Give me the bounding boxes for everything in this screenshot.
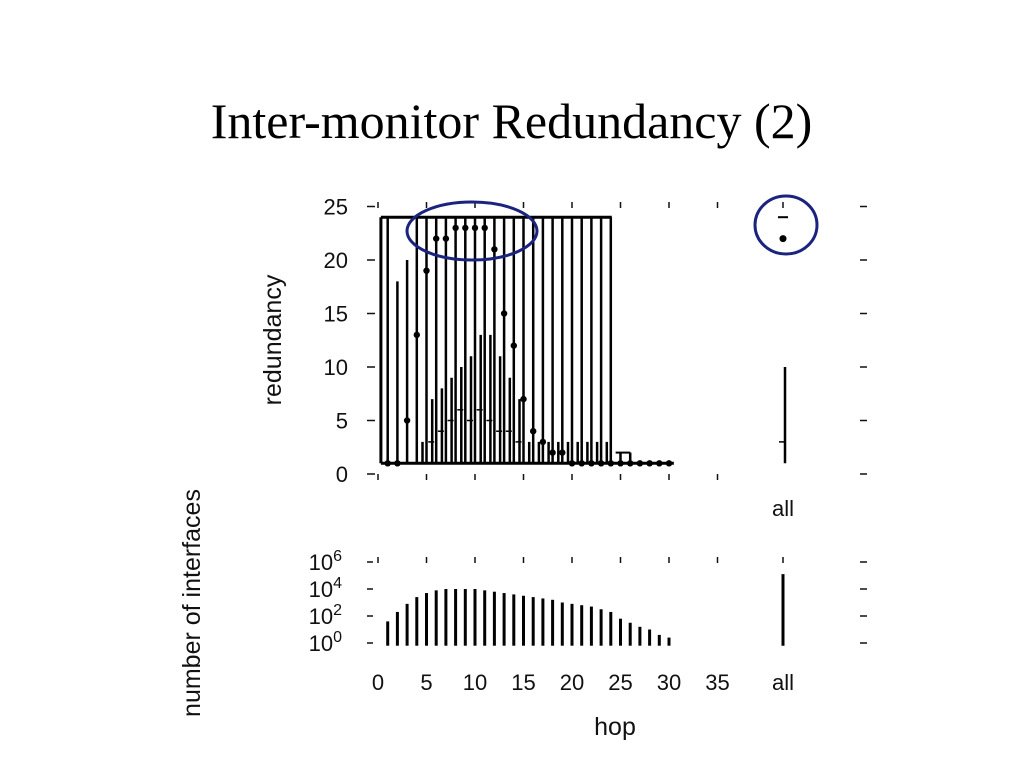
y-tick-exponent: 0 [333,629,342,646]
hop-median-dot-20 [568,460,576,467]
y-tick-label-10-4: 104 [309,575,342,602]
slide-title: Inter-monitor Redundancy (2) [210,93,813,149]
x-tick-label-5: 5 [420,670,432,695]
x-tick-label-20: 20 [560,670,584,695]
hop-median-dot-23 [597,460,605,467]
x-tick-label-15: 15 [511,670,535,695]
hop-median-dot-14 [510,342,517,349]
hop-median-dot-15 [520,395,527,403]
hop-median-dot-24 [607,460,614,467]
hop-median-dot-13 [500,310,508,317]
highlight-circle-peak [405,200,539,262]
y-tick-base: 10 [309,550,333,575]
top-x-tick-label-all: all [772,496,794,521]
y-tick-label-15: 15 [324,302,348,327]
hop-median-dot-19 [559,449,566,456]
x-tick-label-all: all [772,670,794,695]
y-tick-label-10: 10 [324,355,348,380]
hop-median-dot-2 [394,460,401,467]
hop-median-dot-11 [481,224,488,232]
x-tick-label-30: 30 [657,670,681,695]
y-tick-label-10-0: 100 [309,629,342,656]
hop-median-dot-28 [646,460,653,467]
x-tick-label-0: 0 [372,670,384,695]
hop-median-dot-4 [413,331,420,339]
hop-median-dot-8 [452,224,459,232]
hop-median-dot-25 [617,460,624,467]
hop-median-dot-30 [665,460,673,467]
highlight-circle-all [753,194,819,256]
hop-median-dot-22 [588,460,595,467]
y-tick-label-10-6: 106 [309,548,342,575]
y-axis-label-redundancy: redundancy [259,274,287,405]
y-tick-exponent: 2 [333,602,342,619]
y-tick-base: 10 [309,577,333,602]
y-tick-label-10-2: 102 [309,602,342,629]
y-tick-exponent: 4 [333,575,342,592]
x-axis-label-hop: hop [594,713,636,741]
all-median-dot [779,235,787,243]
x-tick-label-35: 35 [705,670,729,695]
hop-median-dot-12 [491,246,498,253]
hop-median-dot-27 [636,460,644,467]
y-axis-label-interfaces: number of interfaces [178,489,206,717]
hop-median-dot-17 [539,438,547,446]
y-tick-label-5: 5 [336,409,348,434]
hop-median-dot-7 [442,235,450,242]
y-tick-exponent: 6 [333,548,342,565]
hop-median-dot-10 [471,224,479,232]
x-tick-label-10: 10 [463,670,487,695]
y-tick-label-0: 0 [336,462,348,487]
x-tick-label-25: 25 [608,670,632,695]
hop-median-dot-16 [530,428,537,435]
hop-median-dot-29 [656,460,663,467]
y-tick-base: 10 [309,631,333,656]
hop-median-dot-3 [403,417,411,424]
redundancy-panel: 0 5 10 15 20 25 all [324,195,867,521]
hop-median-dot-9 [462,224,469,232]
hop-median-dot-5 [423,267,430,274]
y-tick-label-25: 25 [324,195,348,220]
hop-median-dot-21 [578,460,585,467]
hop-median-dot-18 [549,449,556,456]
hop-median-dot-1 [384,460,391,467]
y-tick-label-20: 20 [324,248,348,273]
hop-median-dot-6 [433,235,440,242]
y-tick-base: 10 [309,604,333,629]
